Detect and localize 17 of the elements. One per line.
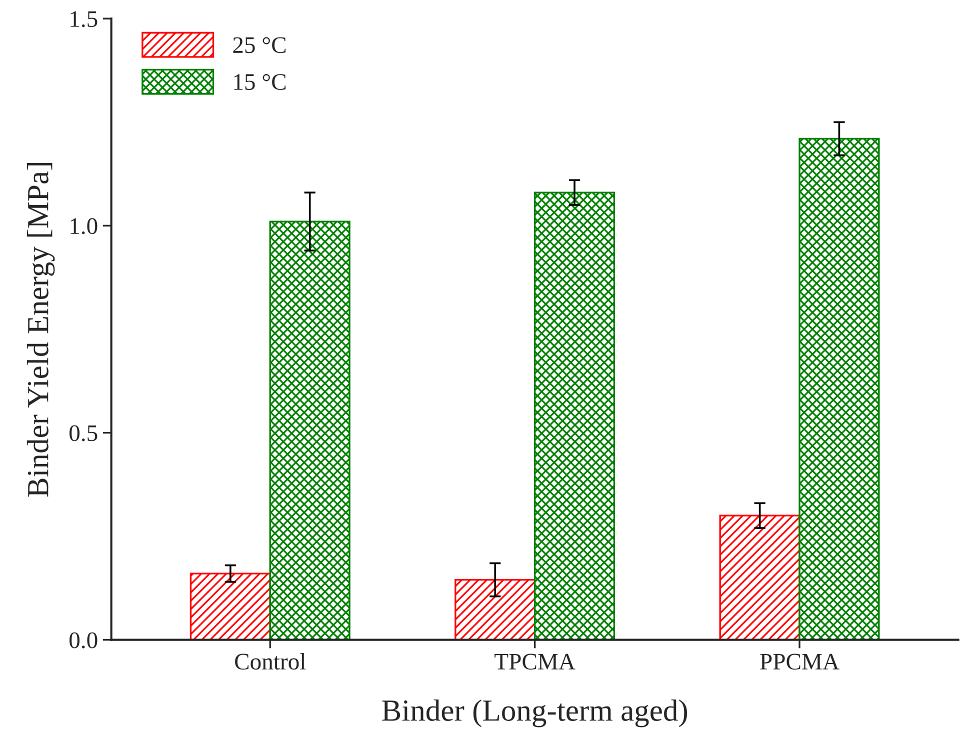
x-axis-title: Binder (Long-term aged): [382, 699, 688, 728]
legend-label: 15 °C: [234, 74, 286, 90]
x-tick-label: TPCMA: [494, 654, 576, 670]
y-tick-label: 0.5: [70, 425, 98, 442]
bar: [719, 514, 800, 640]
bar: [269, 220, 350, 640]
bar: [798, 138, 880, 640]
bar: [534, 192, 616, 640]
y-axis-title: Binder Yield Energy [MPa]: [26, 163, 55, 497]
legend-label: 25 °C: [233, 37, 286, 54]
bar: [454, 578, 536, 640]
x-tick-label: Control: [235, 653, 306, 670]
x-tick-label: PPCMA: [760, 654, 840, 670]
y-tick-label: 1.0: [70, 218, 98, 234]
y-tick-label: 1.5: [70, 11, 98, 28]
bar: [190, 572, 271, 640]
y-tick-label: 0.0: [70, 632, 98, 648]
